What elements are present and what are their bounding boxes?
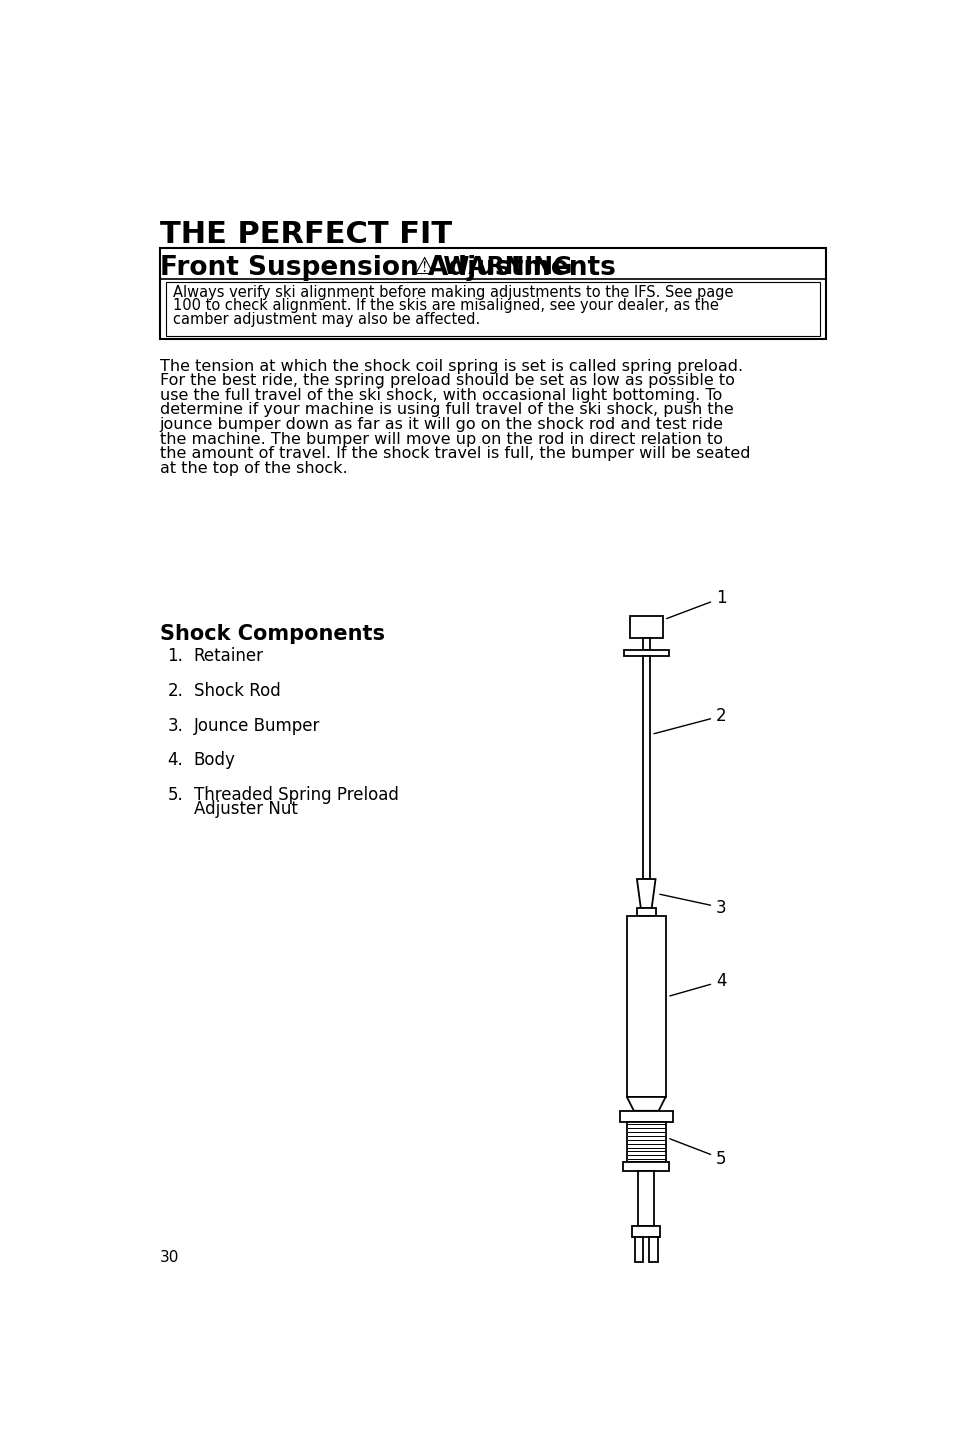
Polygon shape bbox=[626, 1096, 665, 1111]
Text: at the top of the shock.: at the top of the shock. bbox=[159, 461, 347, 475]
Bar bbox=[642, 638, 649, 650]
Text: Jounce Bumper: Jounce Bumper bbox=[193, 717, 319, 734]
Bar bbox=[166, 282, 819, 336]
Bar bbox=[634, 1237, 642, 1262]
Text: Retainer: Retainer bbox=[193, 647, 263, 666]
Text: determine if your machine is using full travel of the ski shock, push the: determine if your machine is using full … bbox=[159, 403, 733, 417]
Text: Always verify ski alignment before making adjustments to the IFS. See page: Always verify ski alignment before makin… bbox=[173, 285, 733, 301]
Text: camber adjustment may also be affected.: camber adjustment may also be affected. bbox=[173, 311, 480, 327]
Text: ⚠ WARNING: ⚠ WARNING bbox=[414, 254, 572, 279]
Text: jounce bumper down as far as it will go on the shock rod and test ride: jounce bumper down as far as it will go … bbox=[159, 417, 722, 432]
Text: 2.: 2. bbox=[167, 682, 183, 699]
Text: THE PERFECT FIT: THE PERFECT FIT bbox=[159, 220, 451, 249]
Text: 5: 5 bbox=[669, 1138, 726, 1168]
Text: Body: Body bbox=[193, 752, 235, 769]
Bar bbox=[638, 1170, 654, 1226]
Text: use the full travel of the ski shock, with occasional light bottoming. To: use the full travel of the ski shock, wi… bbox=[159, 388, 721, 403]
Text: 2: 2 bbox=[654, 707, 726, 734]
Text: 100 to check alignment. If the skis are misaligned, see your dealer, as the: 100 to check alignment. If the skis are … bbox=[173, 298, 719, 314]
Bar bbox=[622, 1162, 669, 1170]
Text: Adjuster Nut: Adjuster Nut bbox=[193, 800, 297, 817]
Text: the machine. The bumper will move up on the rod in direct relation to: the machine. The bumper will move up on … bbox=[159, 432, 721, 446]
Bar bbox=[642, 656, 649, 880]
Text: The tension at which the shock coil spring is set is called spring preload.: The tension at which the shock coil spri… bbox=[159, 359, 741, 374]
Bar bbox=[649, 1237, 658, 1262]
Text: Shock Rod: Shock Rod bbox=[193, 682, 280, 699]
Bar bbox=[626, 1121, 665, 1162]
Bar bbox=[626, 916, 665, 1096]
Text: 30: 30 bbox=[159, 1250, 179, 1265]
Text: Threaded Spring Preload: Threaded Spring Preload bbox=[193, 785, 398, 804]
Bar bbox=[623, 650, 668, 656]
Text: Front Suspension Adjustments: Front Suspension Adjustments bbox=[159, 254, 615, 281]
Text: the amount of travel. If the shock travel is full, the bumper will be seated: the amount of travel. If the shock trave… bbox=[159, 446, 749, 461]
Bar bbox=[619, 1111, 672, 1121]
Text: 3.: 3. bbox=[167, 717, 183, 734]
Bar bbox=[629, 616, 661, 638]
Text: 1: 1 bbox=[666, 589, 726, 618]
Bar bbox=[632, 1226, 659, 1237]
Text: 1.: 1. bbox=[167, 647, 183, 666]
Text: 4: 4 bbox=[669, 973, 726, 996]
Text: Shock Components: Shock Components bbox=[159, 624, 384, 644]
Polygon shape bbox=[637, 880, 655, 909]
Text: 5.: 5. bbox=[167, 785, 183, 804]
Text: For the best ride, the spring preload should be set as low as possible to: For the best ride, the spring preload sh… bbox=[159, 374, 734, 388]
Bar bbox=[637, 909, 655, 916]
Text: 3: 3 bbox=[659, 894, 726, 916]
Bar bbox=[159, 249, 825, 339]
Text: 4.: 4. bbox=[167, 752, 183, 769]
